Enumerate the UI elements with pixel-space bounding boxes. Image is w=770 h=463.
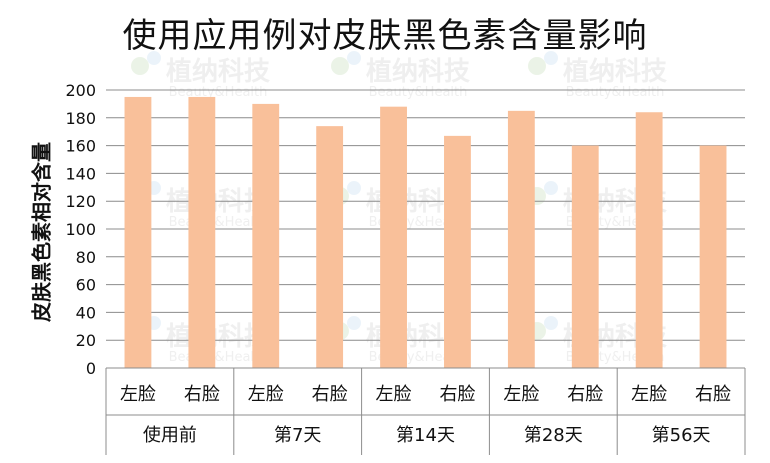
y-tick-label: 180 (65, 109, 96, 128)
chart-title: 使用应用例对皮肤黑色素含量影响 (122, 16, 648, 56)
leaf-icon (131, 57, 149, 75)
leaf-icon (347, 316, 361, 330)
bar (380, 106, 407, 369)
y-tick-label: 20 (76, 331, 96, 350)
leaf-icon (331, 57, 349, 75)
bar (635, 112, 663, 369)
y-tick-label: 0 (86, 359, 96, 378)
y-tick-label: 80 (76, 248, 96, 267)
bar (124, 96, 152, 368)
bar (252, 103, 280, 369)
watermark-brand: 植纳科技 (563, 56, 667, 87)
x-tick-label: 左脸 (503, 384, 539, 405)
watermark-tagline: Beauty&Health (369, 85, 468, 100)
y-tick-label: 140 (65, 164, 96, 183)
watermark-tagline: Beauty&Health (566, 85, 665, 100)
bar (316, 126, 344, 368)
group-label: 第28天 (524, 425, 583, 446)
x-tick-label: 右脸 (695, 384, 731, 405)
leaf-icon (347, 51, 361, 65)
x-tick-label: 左脸 (248, 384, 284, 405)
y-tick-label: 40 (76, 303, 96, 322)
leaf-icon (528, 57, 546, 75)
y-tick-label: 200 (65, 81, 96, 100)
y-tick-label: 100 (65, 220, 96, 239)
bar (571, 145, 599, 368)
group-label: 使用前 (143, 425, 197, 446)
y-tick-label: 160 (65, 137, 96, 156)
y-tick-label: 120 (65, 192, 96, 211)
x-tick-label: 右脸 (439, 384, 475, 405)
bar (444, 135, 471, 368)
leaf-icon (347, 181, 361, 195)
x-tick-label: 右脸 (184, 384, 220, 405)
x-tick-label: 右脸 (567, 384, 603, 405)
bar (699, 145, 727, 368)
leaf-icon (544, 316, 558, 330)
grid-lines: 0 20 40 60 80 100 120 140 160 180 200 (65, 81, 745, 378)
x-tick-label: 左脸 (631, 384, 667, 405)
group-label: 第7天 (274, 425, 321, 446)
leaf-icon (544, 51, 558, 65)
leaf-icon (544, 181, 558, 195)
watermark-brand: 植纳科技 (366, 56, 470, 87)
x-tick-label: 左脸 (120, 384, 156, 405)
watermark-tagline: Beauty&Health (169, 85, 268, 100)
y-tick-label: 60 (76, 276, 96, 295)
group-label: 第56天 (652, 425, 711, 446)
bar (188, 96, 216, 368)
group-label: 第14天 (396, 425, 455, 446)
leaf-icon (147, 51, 161, 65)
x-tick-label: 右脸 (312, 384, 348, 405)
bar (507, 110, 535, 368)
x-tick-label: 左脸 (376, 384, 412, 405)
watermark-brand: 植纳科技 (166, 56, 270, 87)
bars-layer (124, 96, 727, 369)
